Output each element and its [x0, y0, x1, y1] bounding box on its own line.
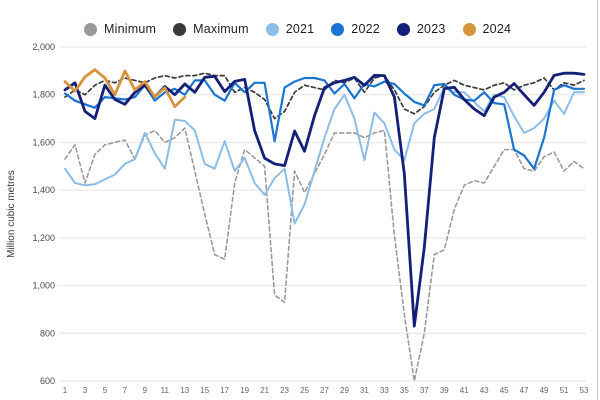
page-edge-divider — [597, 0, 598, 400]
x-axis-tick-label: 17 — [220, 386, 229, 395]
y-axis-tick-label: 2,000 — [32, 42, 55, 52]
x-axis-tick-label: 23 — [280, 386, 289, 395]
x-axis-tick-label: 41 — [460, 386, 469, 395]
legend-label: 2021 — [285, 22, 315, 36]
x-axis-tick-label: 19 — [240, 386, 249, 395]
legend-dot-2022 — [331, 22, 345, 36]
legend-item-2023[interactable]: 2023 — [396, 22, 446, 36]
legend-dot-2024 — [462, 22, 476, 36]
x-axis-tick-label: 47 — [520, 386, 529, 395]
x-axis-tick-label: 39 — [440, 386, 449, 395]
y-axis-tick-label: 1,800 — [32, 90, 55, 100]
x-axis-tick-label: 25 — [300, 386, 309, 395]
legend-dot-2023 — [396, 22, 410, 36]
x-axis-tick-label: 31 — [360, 386, 369, 395]
legend-item-minimum[interactable]: Minimum — [84, 22, 156, 36]
legend-item-maximum[interactable]: Maximum — [173, 22, 249, 36]
series-line-minimum — [64, 127, 585, 382]
y-axis-tick-label: 1,000 — [32, 281, 55, 291]
legend-dot-minimum — [84, 22, 97, 36]
legend-dot-maximum — [173, 22, 187, 36]
x-axis-tick-label: 49 — [540, 386, 549, 395]
x-axis-tick-label: 5 — [103, 386, 108, 395]
y-axis-tick-label: 1,200 — [32, 233, 55, 243]
y-axis-title: Million cubic metres — [6, 170, 17, 258]
series-line-2021 — [64, 86, 585, 225]
legend-label: 2022 — [351, 22, 380, 36]
legend-label: 2023 — [416, 22, 446, 36]
x-axis-tick-label: 27 — [320, 386, 329, 395]
y-axis-tick-label: 1,400 — [32, 185, 55, 195]
x-axis-tick-label: 9 — [143, 386, 148, 395]
legend-label: Maximum — [193, 22, 249, 36]
chart-legend: Minimum Maximum 2021 2022 2023 2024 — [84, 22, 511, 36]
x-axis-tick-label: 43 — [480, 386, 489, 395]
legend-item-2021[interactable]: 2021 — [265, 22, 315, 36]
x-axis-tick-label: 15 — [200, 386, 209, 395]
x-axis-tick-label: 53 — [580, 386, 589, 395]
legend-label: 2024 — [482, 22, 512, 36]
legend-item-2022[interactable]: 2022 — [331, 22, 380, 36]
x-axis-tick-label: 51 — [560, 386, 569, 395]
x-axis-tick-label: 45 — [500, 386, 509, 395]
y-axis-tick-label: 800 — [40, 328, 55, 338]
y-axis-tick-label: 600 — [40, 376, 55, 386]
legend-item-2024[interactable]: 2024 — [462, 22, 512, 36]
x-axis-tick-label: 33 — [380, 386, 389, 395]
x-axis-tick-label: 35 — [400, 386, 409, 395]
legend-dot-2021 — [265, 22, 279, 36]
x-axis-tick-label: 21 — [260, 386, 269, 395]
x-axis-tick-label: 13 — [180, 386, 189, 395]
x-axis-tick-label: 29 — [340, 386, 349, 395]
x-axis-tick-label: 11 — [161, 386, 170, 395]
x-axis-tick-label: 7 — [123, 386, 128, 395]
y-axis-tick-label: 1,600 — [32, 137, 55, 147]
series-line-2024 — [63, 68, 187, 108]
x-axis-tick-label: 3 — [83, 386, 88, 395]
x-axis-tick-label: 37 — [420, 386, 429, 395]
x-axis-tick-label: 1 — [63, 386, 68, 395]
legend-label: Minimum — [104, 22, 157, 36]
series-line-2022 — [63, 76, 586, 170]
